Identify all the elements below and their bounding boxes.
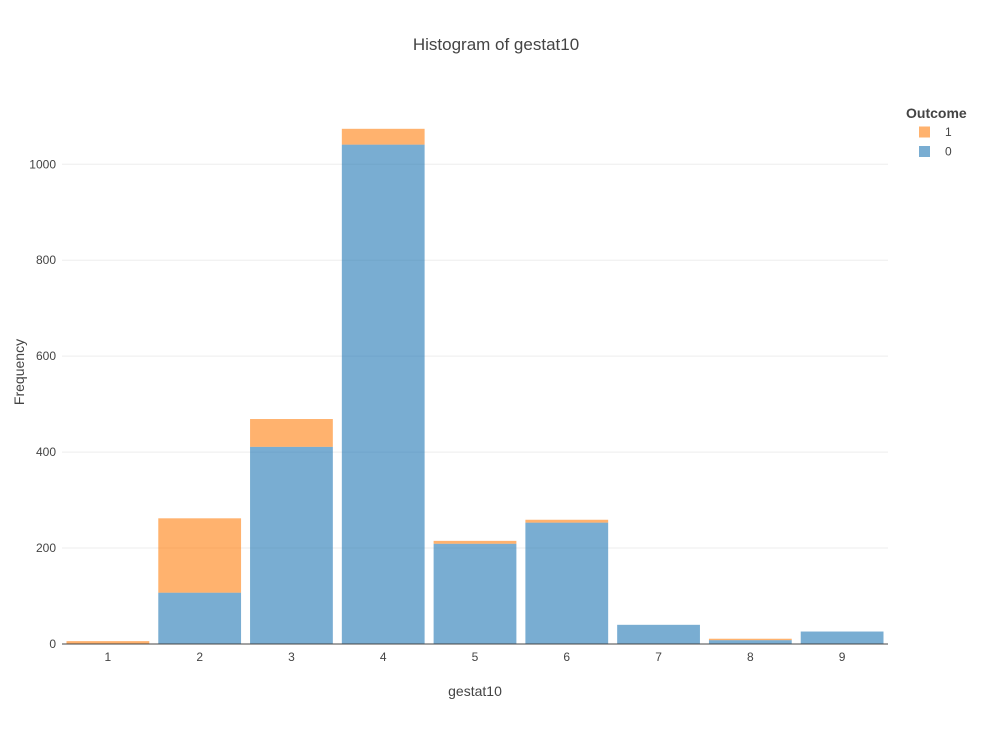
legend-item-0[interactable]: 0 bbox=[919, 145, 952, 159]
bar-outcome-1-3[interactable] bbox=[250, 419, 333, 447]
bar-outcome-0-9[interactable] bbox=[800, 631, 884, 644]
y-tick-label: 600 bbox=[36, 349, 56, 363]
bar-outcome-1-6[interactable] bbox=[525, 519, 609, 523]
bar-outcome-0-2[interactable] bbox=[158, 592, 242, 644]
x-tick-label: 6 bbox=[563, 650, 570, 664]
bar-outcome-1-1[interactable] bbox=[66, 641, 150, 644]
bar-outcome-1-5[interactable] bbox=[433, 540, 517, 544]
x-axis-ticks: 1 2 3 4 5 6 7 8 9 bbox=[105, 650, 846, 664]
x-tick-label: 2 bbox=[196, 650, 203, 664]
y-tick-label: 400 bbox=[36, 445, 56, 459]
legend-item-1[interactable]: 1 bbox=[919, 125, 952, 139]
bar-outcome-0-4[interactable] bbox=[341, 144, 425, 644]
x-tick-label: 7 bbox=[655, 650, 662, 664]
legend-swatch bbox=[919, 126, 930, 138]
x-tick-label: 3 bbox=[288, 650, 295, 664]
y-tick-label: 0 bbox=[49, 637, 56, 651]
x-tick-label: 4 bbox=[380, 650, 387, 664]
bars bbox=[66, 128, 884, 644]
legend-items[interactable]: 10 bbox=[919, 125, 952, 159]
bar-outcome-0-3[interactable] bbox=[250, 446, 333, 644]
legend-title: Outcome bbox=[906, 105, 967, 121]
bar-outcome-1-4[interactable] bbox=[341, 128, 425, 145]
bar-outcome-0-7[interactable] bbox=[617, 624, 700, 644]
y-axis-label: Frequency bbox=[11, 339, 27, 405]
bar-outcome-0-6[interactable] bbox=[525, 522, 609, 644]
bar-outcome-1-8[interactable] bbox=[708, 638, 792, 641]
x-tick-label: 9 bbox=[839, 650, 846, 664]
y-tick-label: 1000 bbox=[29, 157, 56, 171]
bar-outcome-1-2[interactable] bbox=[158, 518, 242, 593]
x-tick-label: 1 bbox=[105, 650, 112, 664]
legend[interactable]: Outcome 10 bbox=[906, 105, 967, 159]
x-tick-label: 8 bbox=[747, 650, 754, 664]
legend-swatch bbox=[919, 146, 930, 157]
legend-label: 0 bbox=[945, 145, 952, 159]
x-tick-label: 5 bbox=[472, 650, 479, 664]
x-axis-label: gestat10 bbox=[448, 683, 502, 699]
y-axis-ticks: 0 200 400 600 800 1000 bbox=[29, 157, 56, 651]
gridlines bbox=[62, 163, 888, 549]
y-tick-label: 200 bbox=[36, 541, 56, 555]
chart-title: Histogram of gestat10 bbox=[413, 35, 579, 54]
legend-label: 1 bbox=[945, 125, 952, 139]
bar-outcome-0-8[interactable] bbox=[708, 640, 792, 644]
y-tick-label: 800 bbox=[36, 253, 56, 267]
bar-outcome-0-5[interactable] bbox=[433, 543, 517, 644]
